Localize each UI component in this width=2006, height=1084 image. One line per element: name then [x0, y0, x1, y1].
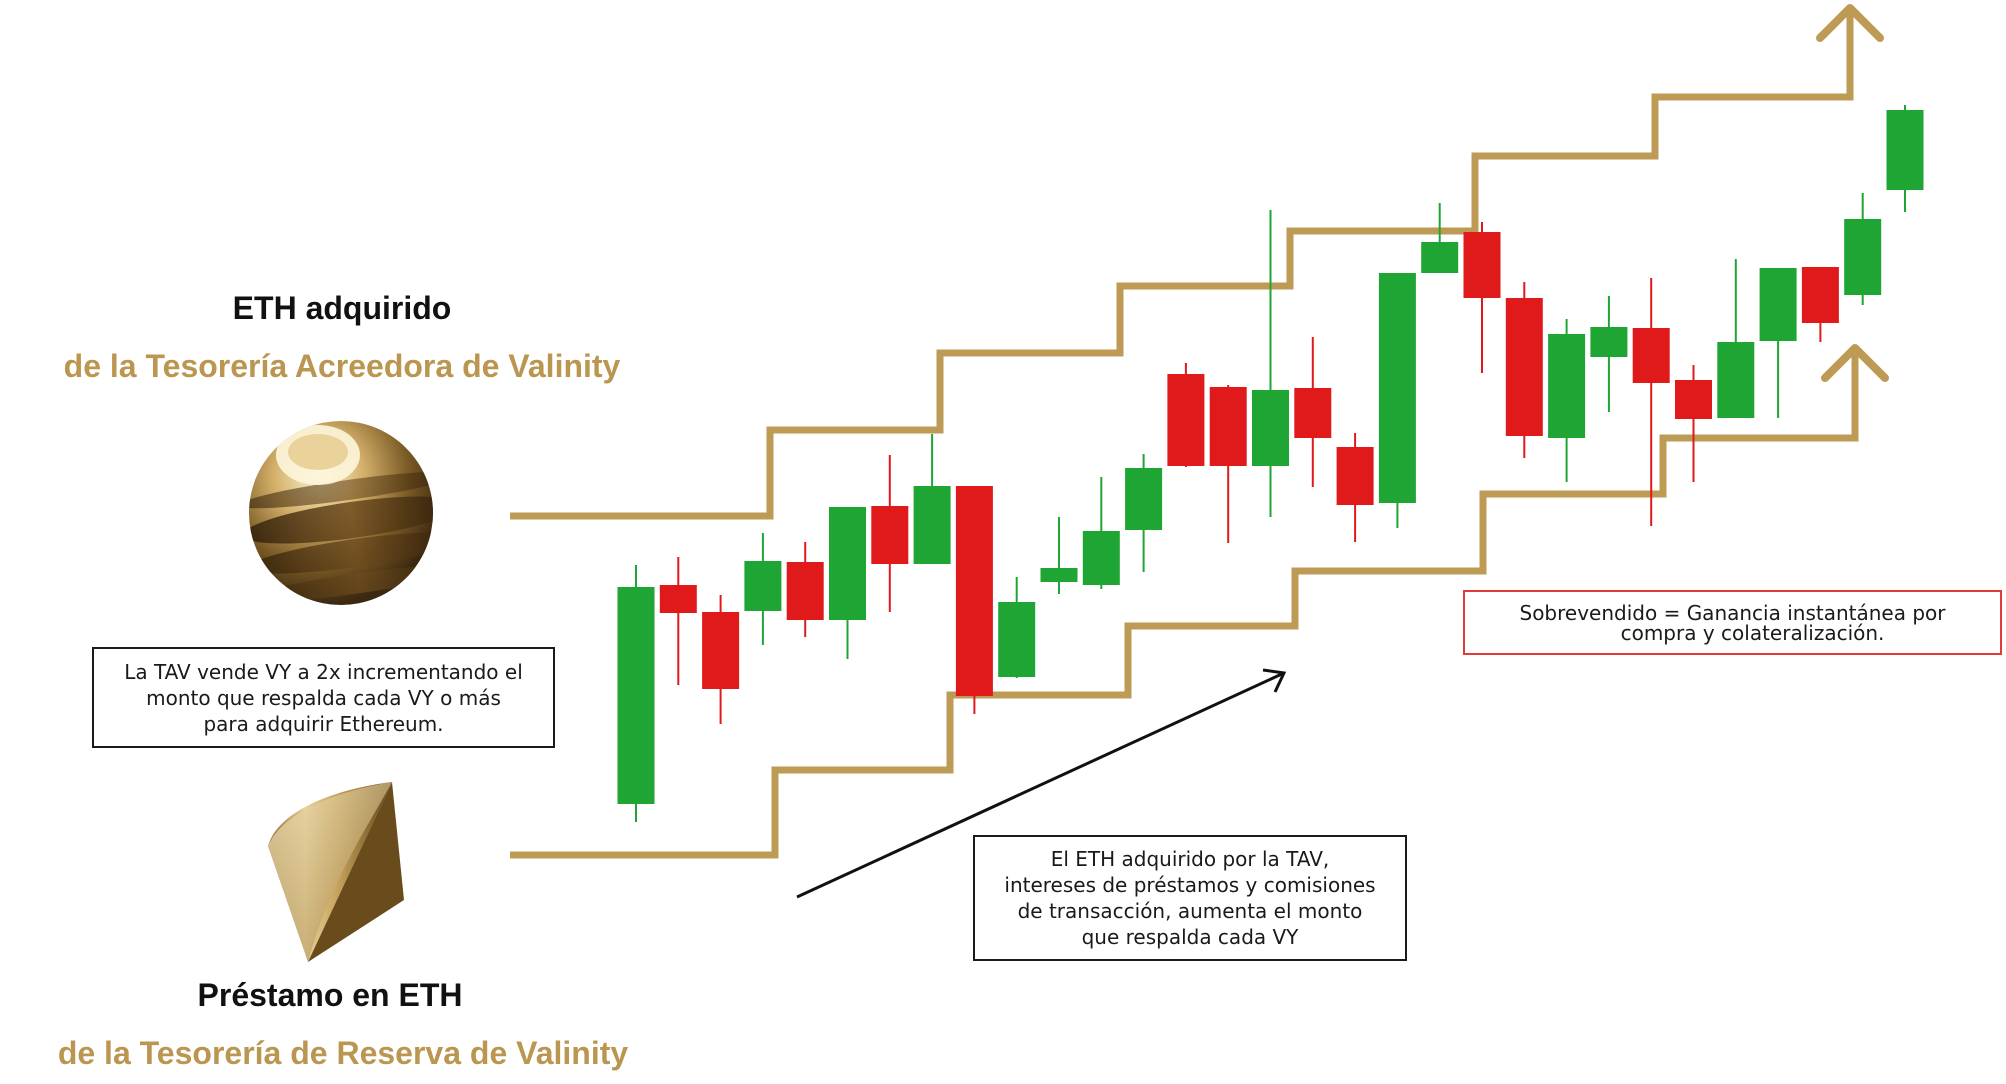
upper-arrowhead — [1816, 4, 1884, 42]
tav-sells-note: La TAV vende VY a 2x incrementando el mo… — [92, 647, 555, 748]
top-asset-title: ETH adquirido — [232, 290, 452, 326]
candle-body — [659, 585, 697, 613]
diagonal-arrow-line — [796, 671, 1285, 899]
candle-up — [1590, 296, 1628, 412]
candle-up — [1040, 517, 1078, 594]
candle-body — [786, 562, 824, 620]
note-line: La TAV vende VY a 2x incrementando el — [124, 659, 523, 684]
candle-body — [1125, 468, 1163, 530]
candle-up — [1886, 105, 1924, 212]
top-asset-subtitle: de la Tesorería Acreedora de Valinity — [63, 348, 621, 384]
candle-up — [1378, 273, 1416, 528]
candle-body — [998, 602, 1036, 677]
note-line: para adquirir Ethereum. — [203, 711, 444, 736]
candle-body — [1336, 447, 1374, 505]
candle-up — [1421, 203, 1459, 273]
candle-down — [1336, 433, 1374, 542]
candle-down — [1632, 278, 1670, 526]
candle-body — [1844, 219, 1882, 295]
candle-body — [1167, 374, 1205, 466]
candle-down — [659, 557, 697, 685]
candle-down — [702, 595, 740, 724]
candle-up — [913, 434, 951, 564]
gold-striped-sphere-icon — [249, 421, 433, 605]
upper-gold-staircase — [510, 12, 1854, 520]
note-line: compra y colateralización. — [1620, 620, 1885, 645]
candle-down — [786, 542, 824, 637]
candle-up — [1125, 454, 1163, 572]
candle-up — [1252, 210, 1289, 517]
lower-arrowhead — [1821, 344, 1889, 382]
candle-body — [1801, 267, 1839, 323]
candle-body — [1252, 390, 1289, 466]
candle-down — [871, 455, 909, 612]
candle-body — [1717, 342, 1755, 418]
note-line: monto que respalda cada VY o más — [146, 685, 501, 710]
bottom-asset-subtitle: de la Tesorería de Reserva de Valinity — [57, 1035, 629, 1071]
candle-body — [1505, 298, 1543, 436]
bottom-asset-title: Préstamo en ETH — [197, 977, 463, 1013]
candle-body — [1590, 327, 1628, 357]
candle-body — [744, 561, 782, 611]
candle-down — [1463, 222, 1501, 373]
candle-body — [1886, 110, 1924, 190]
candles-group — [617, 105, 1924, 822]
candle-up — [1844, 193, 1882, 305]
note-line: El ETH adquirido por la TAV, — [1050, 847, 1330, 871]
candle-body — [1040, 568, 1078, 582]
note-line: de transacción, aumenta el monto — [1017, 899, 1363, 923]
candle-body — [1463, 232, 1501, 298]
candle-body — [955, 486, 993, 696]
candle-down — [955, 486, 993, 714]
candle-up — [1548, 319, 1586, 482]
candle-body — [1675, 380, 1712, 419]
candle-down — [1209, 385, 1247, 543]
candle-up — [744, 533, 782, 645]
note-line: intereses de préstamos y comisiones — [1004, 873, 1376, 897]
candle-down — [1294, 337, 1332, 487]
gold-cone-icon — [268, 782, 404, 962]
candle-up — [1082, 477, 1120, 589]
candle-up — [829, 507, 866, 659]
candle-body — [1082, 531, 1120, 585]
oversold-note: Sobrevendido = Ganancia instantánea por … — [1463, 590, 2002, 655]
candle-body — [1294, 388, 1332, 438]
candle-body — [913, 486, 951, 564]
candle-body — [1378, 273, 1416, 503]
candle-body — [617, 587, 655, 804]
candle-down — [1167, 363, 1205, 467]
candle-up — [617, 565, 655, 822]
candle-down — [1801, 267, 1839, 342]
note-line: Sobrevendido = Ganancia instantánea por — [1519, 600, 1946, 625]
candle-down — [1505, 282, 1543, 458]
diagonal-arrowhead — [1262, 668, 1287, 693]
candle-body — [1548, 334, 1586, 438]
candle-body — [702, 612, 740, 689]
candle-body — [1632, 328, 1670, 383]
lower-gold-staircase — [510, 354, 1859, 859]
candle-up — [1717, 259, 1755, 418]
candle-body — [829, 507, 866, 620]
candle-body — [1421, 242, 1459, 273]
candle-body — [1209, 387, 1247, 466]
candle-up — [998, 577, 1036, 678]
candle-body — [871, 506, 909, 564]
candle-up — [1759, 268, 1797, 418]
candle-down — [1675, 365, 1712, 482]
candle-body — [1759, 268, 1797, 341]
note-line: que respalda cada VY — [1081, 925, 1299, 949]
eth-acquired-note: El ETH adquirido por la TAV, intereses d… — [973, 835, 1407, 961]
